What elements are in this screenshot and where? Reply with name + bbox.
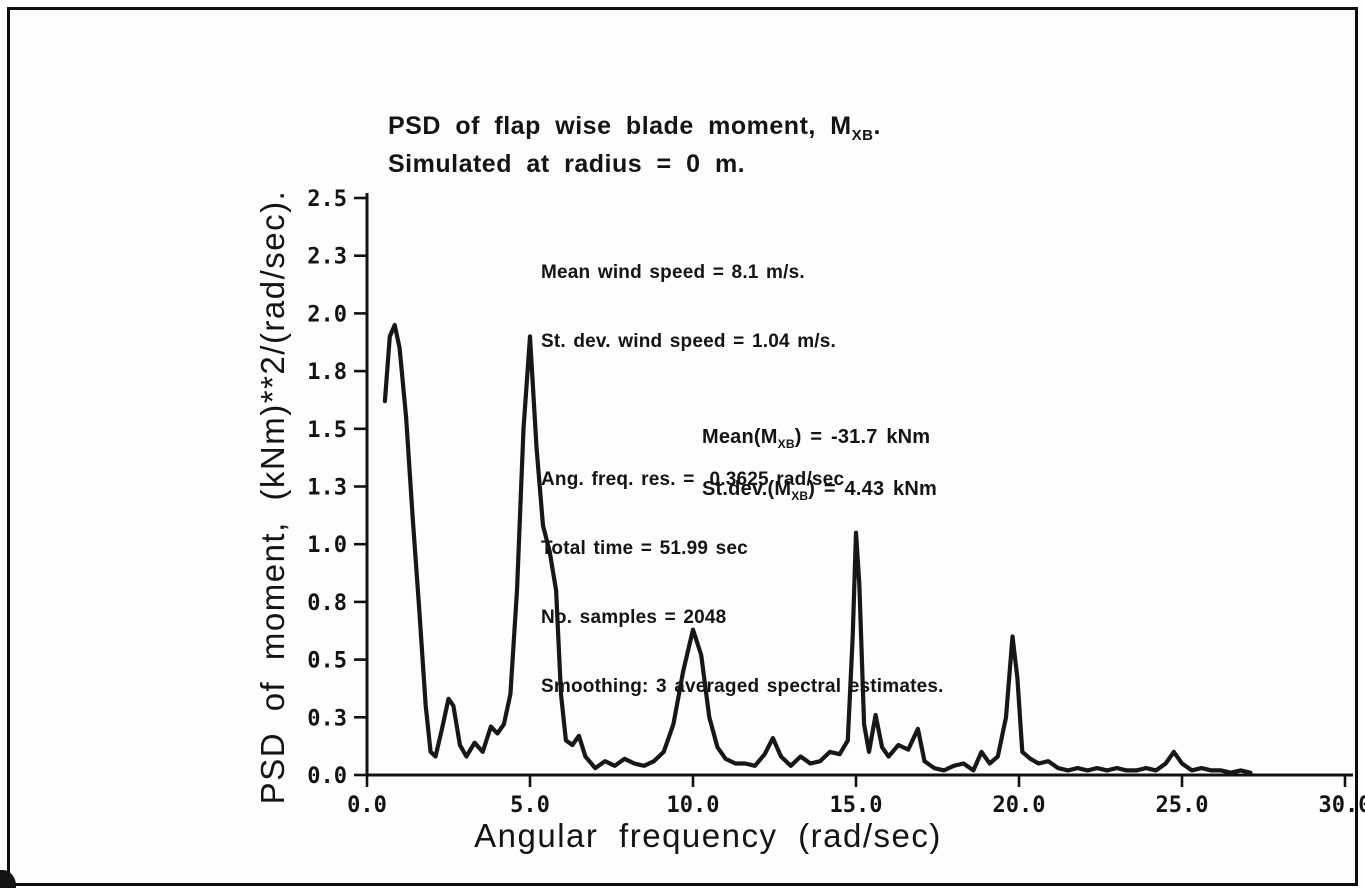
title-subscript: XB bbox=[851, 127, 874, 144]
x-tick-label: 25.0 bbox=[1156, 793, 1209, 818]
simulation-info-block: Mean wind speed = 8.1 m/s. St. dev. wind… bbox=[541, 215, 944, 744]
y-tick-label: 2.3 bbox=[307, 245, 347, 270]
mean-moment-stat: Mean(MXB) = -31.7 kNm bbox=[702, 426, 937, 451]
y-tick-label: 1.5 bbox=[307, 418, 347, 443]
info-line: Ang. freq. res. = 0.3625 rad/sec bbox=[541, 469, 845, 490]
chart-title: PSD of flap wise blade moment, MXB. Simu… bbox=[388, 112, 881, 179]
y-tick-label: 0.8 bbox=[307, 591, 347, 616]
y-tick-label: 1.8 bbox=[307, 360, 347, 385]
info-line: No. samples = 2048 bbox=[541, 607, 727, 628]
x-tick-label: 5.0 bbox=[510, 793, 550, 818]
info-line-spacer bbox=[541, 399, 944, 422]
info-line: Smoothing: 3 averaged spectral estimates… bbox=[541, 676, 944, 697]
y-tick-label: 0.0 bbox=[307, 764, 347, 789]
x-tick-label: 20.0 bbox=[993, 793, 1046, 818]
y-tick-label: 2.0 bbox=[307, 302, 347, 327]
stat-text: St.dev.(M bbox=[702, 478, 792, 500]
y-tick-label: 1.0 bbox=[307, 533, 347, 558]
y-axis-label: PSD of moment, (kNm)**2/(rad/sec). bbox=[254, 189, 291, 805]
x-tick-label: 0.0 bbox=[347, 793, 387, 818]
stat-subscript: XB bbox=[777, 437, 795, 451]
stat-subscript: XB bbox=[791, 489, 809, 503]
psd-trace bbox=[382, 322, 1253, 775]
info-line: Total time = 51.99 sec bbox=[541, 538, 748, 559]
y-tick-label: 0.3 bbox=[307, 706, 347, 731]
x-axis-label: Angular frequency (rad/sec) bbox=[474, 817, 942, 854]
y-tick-label: 1.3 bbox=[307, 476, 347, 501]
chart-title-line-2: Simulated at radius = 0 m. bbox=[388, 150, 746, 178]
scan-artifact bbox=[0, 870, 16, 888]
title-text: PSD of flap wise blade moment, M bbox=[388, 112, 852, 140]
x-tick-label: 30.0 bbox=[1319, 793, 1365, 818]
x-tick-label: 15.0 bbox=[830, 793, 883, 818]
stat-text: ) = 4.43 kNm bbox=[808, 478, 937, 500]
chart-title-line-1: PSD of flap wise blade moment, MXB. bbox=[388, 112, 881, 150]
stdev-moment-stat: St.dev.(MXB) = 4.43 kNm bbox=[702, 478, 937, 503]
x-tick-label: 10.0 bbox=[667, 793, 720, 818]
info-line: St. dev. wind speed = 1.04 m/s. bbox=[541, 331, 837, 352]
y-tick-label: 0.5 bbox=[307, 649, 347, 674]
figure-frame bbox=[7, 7, 1358, 886]
stat-text: ) = -31.7 kNm bbox=[794, 426, 931, 448]
y-tick-label: 2.5 bbox=[307, 187, 347, 212]
stat-text: Mean(M bbox=[702, 426, 778, 448]
title-period: . bbox=[873, 112, 881, 140]
info-line: Mean wind speed = 8.1 m/s. bbox=[541, 262, 805, 283]
moment-stats-block: Mean(MXB) = -31.7 kNm St.dev.(MXB) = 4.4… bbox=[702, 426, 937, 503]
